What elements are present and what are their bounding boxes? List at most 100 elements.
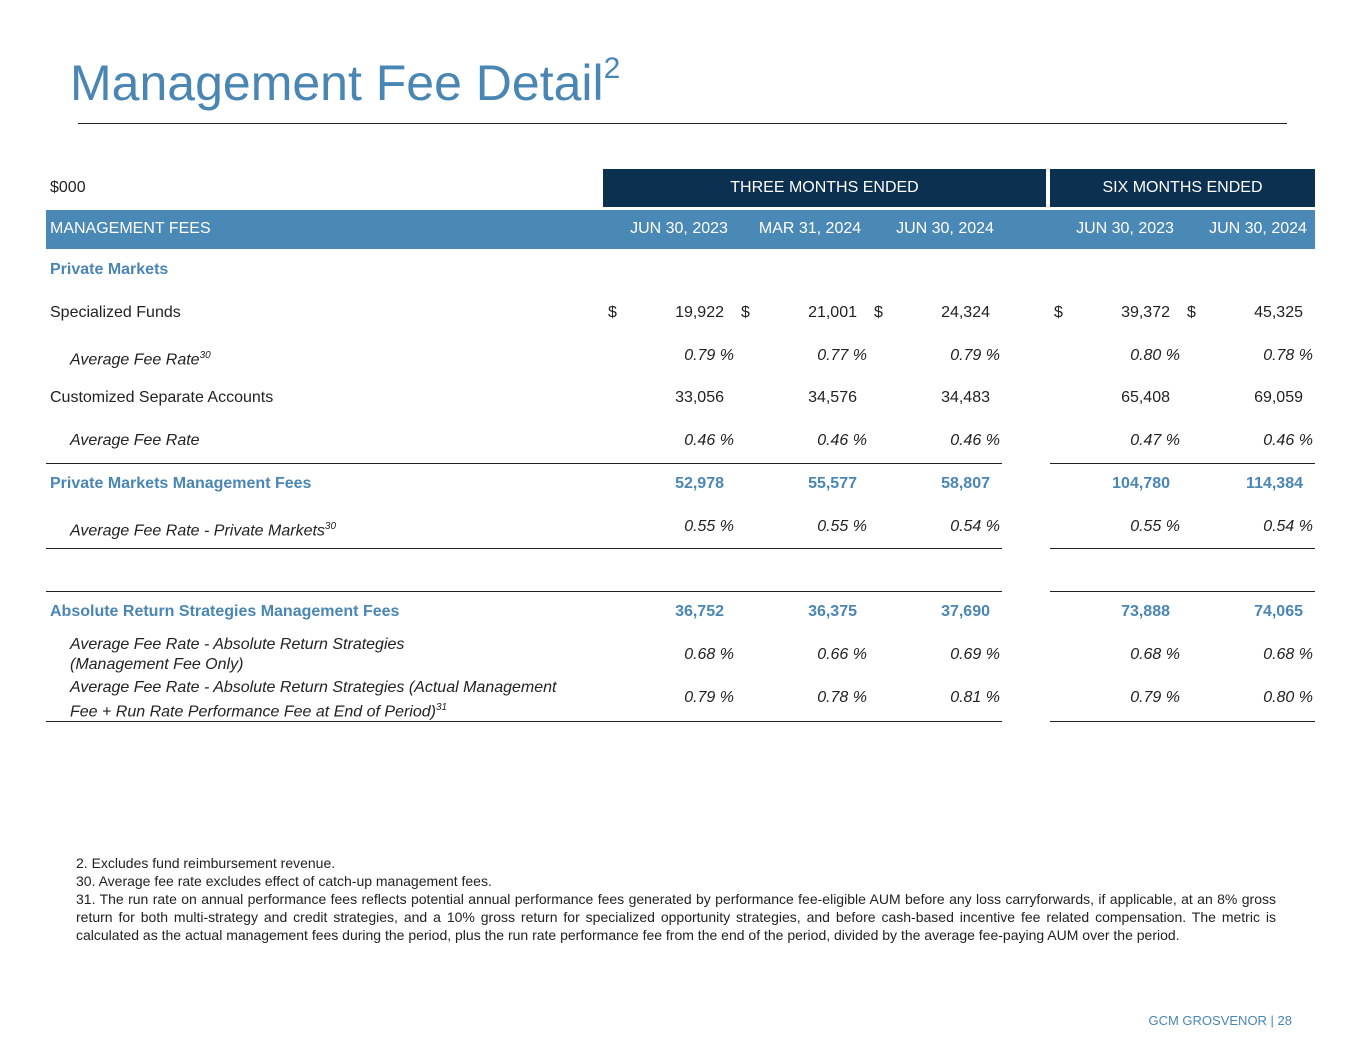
title-rule bbox=[78, 123, 1287, 124]
label-line: (Management Fee Only) bbox=[70, 656, 244, 674]
section-label: MANAGEMENT FEES bbox=[50, 220, 211, 237]
cell-value: 55,577 bbox=[808, 475, 857, 492]
footnote: 30. Average fee rate excludes effect of … bbox=[76, 873, 492, 889]
cell-value: 0.54 % bbox=[1263, 517, 1313, 535]
label-line: Average Fee Rate - Absolute Return Strat… bbox=[70, 636, 405, 654]
cell-value: 0.79 % bbox=[950, 346, 1000, 364]
group-header: THREE MONTHS ENDED bbox=[603, 169, 1046, 207]
cell-value: 52,978 bbox=[675, 475, 724, 492]
cell-value: 69,059 bbox=[1254, 389, 1303, 407]
label-line: Customized Separate Accounts bbox=[50, 389, 274, 407]
cell-value: 36,375 bbox=[808, 603, 857, 621]
row-label: Customized Separate Accounts bbox=[50, 388, 273, 408]
cell-value: 58,807 bbox=[941, 475, 990, 492]
column-header: MAR 31, 2024 bbox=[758, 220, 862, 237]
cell-value: 74,065 bbox=[1254, 603, 1303, 621]
row-label: Average Fee Rate - Private Markets30 bbox=[70, 517, 336, 541]
page-title: Management Fee Detail2 bbox=[70, 52, 620, 112]
table-rule bbox=[46, 721, 1002, 722]
cell-value: 37,690 bbox=[941, 603, 990, 621]
label-line: Average Fee Rate - Private Markets30 bbox=[70, 520, 337, 540]
row-label: Private Markets bbox=[50, 260, 168, 280]
cell-value: 0.78 % bbox=[1263, 346, 1313, 364]
row-label: Average Fee Rate bbox=[70, 431, 200, 451]
label-line: Specialized Funds bbox=[50, 303, 181, 321]
column-header: JUN 30, 2023 bbox=[630, 220, 728, 237]
row-label: Specialized Funds bbox=[50, 303, 181, 323]
table-rule bbox=[1050, 548, 1315, 549]
footnote: 31. The run rate on annual performance f… bbox=[76, 891, 1276, 943]
cell-value: 0.81 % bbox=[950, 689, 1000, 706]
cell-value: 0.46 % bbox=[950, 432, 1000, 450]
title-text: Management Fee Detail bbox=[70, 55, 604, 111]
currency-sign: $ bbox=[1187, 303, 1196, 321]
cell-value: 0.46 % bbox=[1263, 432, 1313, 450]
cell-value: 73,888 bbox=[1121, 603, 1170, 621]
table-rule bbox=[46, 591, 1002, 592]
cell-value: 0.69 % bbox=[950, 646, 1000, 664]
cell-value: 0.47 % bbox=[1130, 432, 1180, 450]
header-band bbox=[46, 210, 1315, 249]
row-label: Private Markets Management Fees bbox=[50, 474, 311, 494]
row-label: Average Fee Rate - Absolute Return Strat… bbox=[70, 635, 404, 675]
label-line: Average Fee Rate30 bbox=[70, 349, 211, 368]
column-header: JUN 30, 2023 bbox=[1076, 220, 1174, 237]
cell-value: 0.55 % bbox=[817, 517, 867, 535]
cell-value: 34,576 bbox=[808, 389, 857, 407]
cell-value: 0.55 % bbox=[684, 517, 734, 535]
row-label: Absolute Return Strategies Management Fe… bbox=[50, 602, 399, 622]
currency-sign: $ bbox=[608, 303, 617, 321]
currency-sign: $ bbox=[1054, 303, 1063, 321]
cell-value: 104,780 bbox=[1112, 475, 1170, 492]
column-header: JUN 30, 2024 bbox=[1209, 220, 1307, 237]
table-rule bbox=[46, 548, 1002, 549]
cell-value: 33,056 bbox=[675, 389, 724, 407]
cell-value: 0.68 % bbox=[1130, 646, 1180, 664]
cell-value: 65,408 bbox=[1121, 389, 1170, 407]
cell-value: 0.78 % bbox=[817, 689, 867, 706]
footnote-ref: 30 bbox=[199, 349, 211, 361]
cell-value: 45,325 bbox=[1254, 303, 1303, 321]
cell-value: 0.54 % bbox=[950, 517, 1000, 535]
cell-value: 0.46 % bbox=[817, 432, 867, 450]
table-rule bbox=[1050, 721, 1315, 722]
cell-value: 36,752 bbox=[675, 603, 724, 621]
cell-value: 0.68 % bbox=[684, 646, 734, 664]
cell-value: 0.66 % bbox=[817, 646, 867, 664]
footnote: 2. Excludes fund reimbursement revenue. bbox=[76, 855, 336, 871]
cell-value: 0.68 % bbox=[1263, 646, 1313, 664]
cell-value: 0.77 % bbox=[817, 346, 867, 364]
page-footer: GCM GROSVENOR | 28 bbox=[1148, 1013, 1292, 1028]
title-sup: 2 bbox=[603, 52, 621, 85]
cell-value: 39,372 bbox=[1121, 303, 1170, 321]
cell-value: 0.79 % bbox=[684, 346, 734, 364]
cell-value: 21,001 bbox=[808, 303, 857, 321]
cell-value: 114,384 bbox=[1246, 475, 1303, 492]
group-header: SIX MONTHS ENDED bbox=[1050, 169, 1315, 207]
row-label: Average Fee Rate30 bbox=[70, 346, 211, 370]
table-rule bbox=[46, 463, 1002, 464]
cell-value: 34,483 bbox=[941, 389, 990, 407]
column-header: JUN 30, 2024 bbox=[896, 220, 994, 237]
unit-label: $000 bbox=[50, 179, 86, 196]
cell-value: 19,922 bbox=[675, 303, 724, 321]
currency-sign: $ bbox=[741, 303, 750, 321]
cell-value: 0.80 % bbox=[1130, 346, 1180, 364]
label-line: Private Markets bbox=[50, 261, 169, 278]
label-line: Average Fee Rate - Absolute Return Strat… bbox=[70, 679, 557, 696]
currency-sign: $ bbox=[874, 303, 883, 321]
cell-value: 24,324 bbox=[941, 303, 990, 321]
label-line: Average Fee Rate bbox=[70, 432, 200, 450]
row-label: Average Fee Rate - Absolute Return Strat… bbox=[70, 678, 556, 722]
cell-value: 0.80 % bbox=[1263, 689, 1313, 706]
cell-value: 0.55 % bbox=[1130, 517, 1180, 535]
label-line: Private Markets Management Fees bbox=[50, 475, 312, 492]
table-rule bbox=[1050, 463, 1315, 464]
table-rule bbox=[1050, 591, 1315, 592]
footnotes: 2. Excludes fund reimbursement revenue. 3… bbox=[76, 854, 1276, 944]
label-line: Fee + Run Rate Performance Fee at End of… bbox=[70, 702, 448, 721]
footnote-ref: 30 bbox=[324, 520, 337, 532]
cell-value: 0.46 % bbox=[684, 432, 734, 450]
cell-value: 0.79 % bbox=[1130, 689, 1180, 706]
